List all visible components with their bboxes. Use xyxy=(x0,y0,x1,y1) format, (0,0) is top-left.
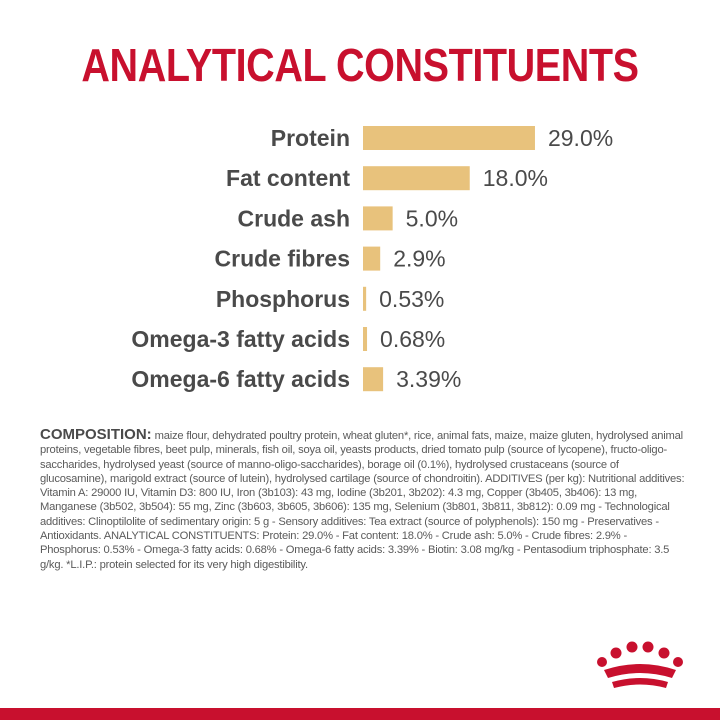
value-label: 0.53% xyxy=(379,286,444,312)
bar-chart: Protein 29.0% Fat content 18.0% Crude ash 5.0… xyxy=(131,125,613,392)
composition-text: maize flour, dehydrated poultry protein,… xyxy=(40,430,685,571)
value-label: 0.68% xyxy=(380,326,445,352)
value-label: 3.39% xyxy=(396,366,461,392)
category-label: Crude ash xyxy=(238,205,350,231)
bar xyxy=(363,126,535,150)
value-label: 5.0% xyxy=(406,205,458,231)
bar xyxy=(363,286,367,311)
page-title: ANALYTICAL CONSTITUENTS xyxy=(81,39,639,91)
category-label: Crude fibres xyxy=(215,246,350,272)
composition-heading: COMPOSITION: xyxy=(40,426,152,443)
value-label: 18.0% xyxy=(483,165,548,191)
bar xyxy=(363,246,381,271)
bar xyxy=(363,367,384,392)
category-label: Omega-3 fatty acids xyxy=(131,326,350,352)
value-label: 2.9% xyxy=(393,246,445,272)
crown-logo-icon xyxy=(597,641,683,688)
composition-block: COMPOSITION: maize flour, dehydrated pou… xyxy=(40,426,688,572)
category-label: Omega-6 fatty acids xyxy=(131,366,350,392)
value-label: 29.0% xyxy=(548,125,613,151)
bottom-bar xyxy=(0,708,720,720)
bar xyxy=(363,206,393,231)
category-label: Phosphorus xyxy=(216,286,350,312)
bar xyxy=(363,327,368,351)
category-label: Fat content xyxy=(226,165,350,191)
bar xyxy=(363,166,470,191)
category-label: Protein xyxy=(271,125,350,151)
